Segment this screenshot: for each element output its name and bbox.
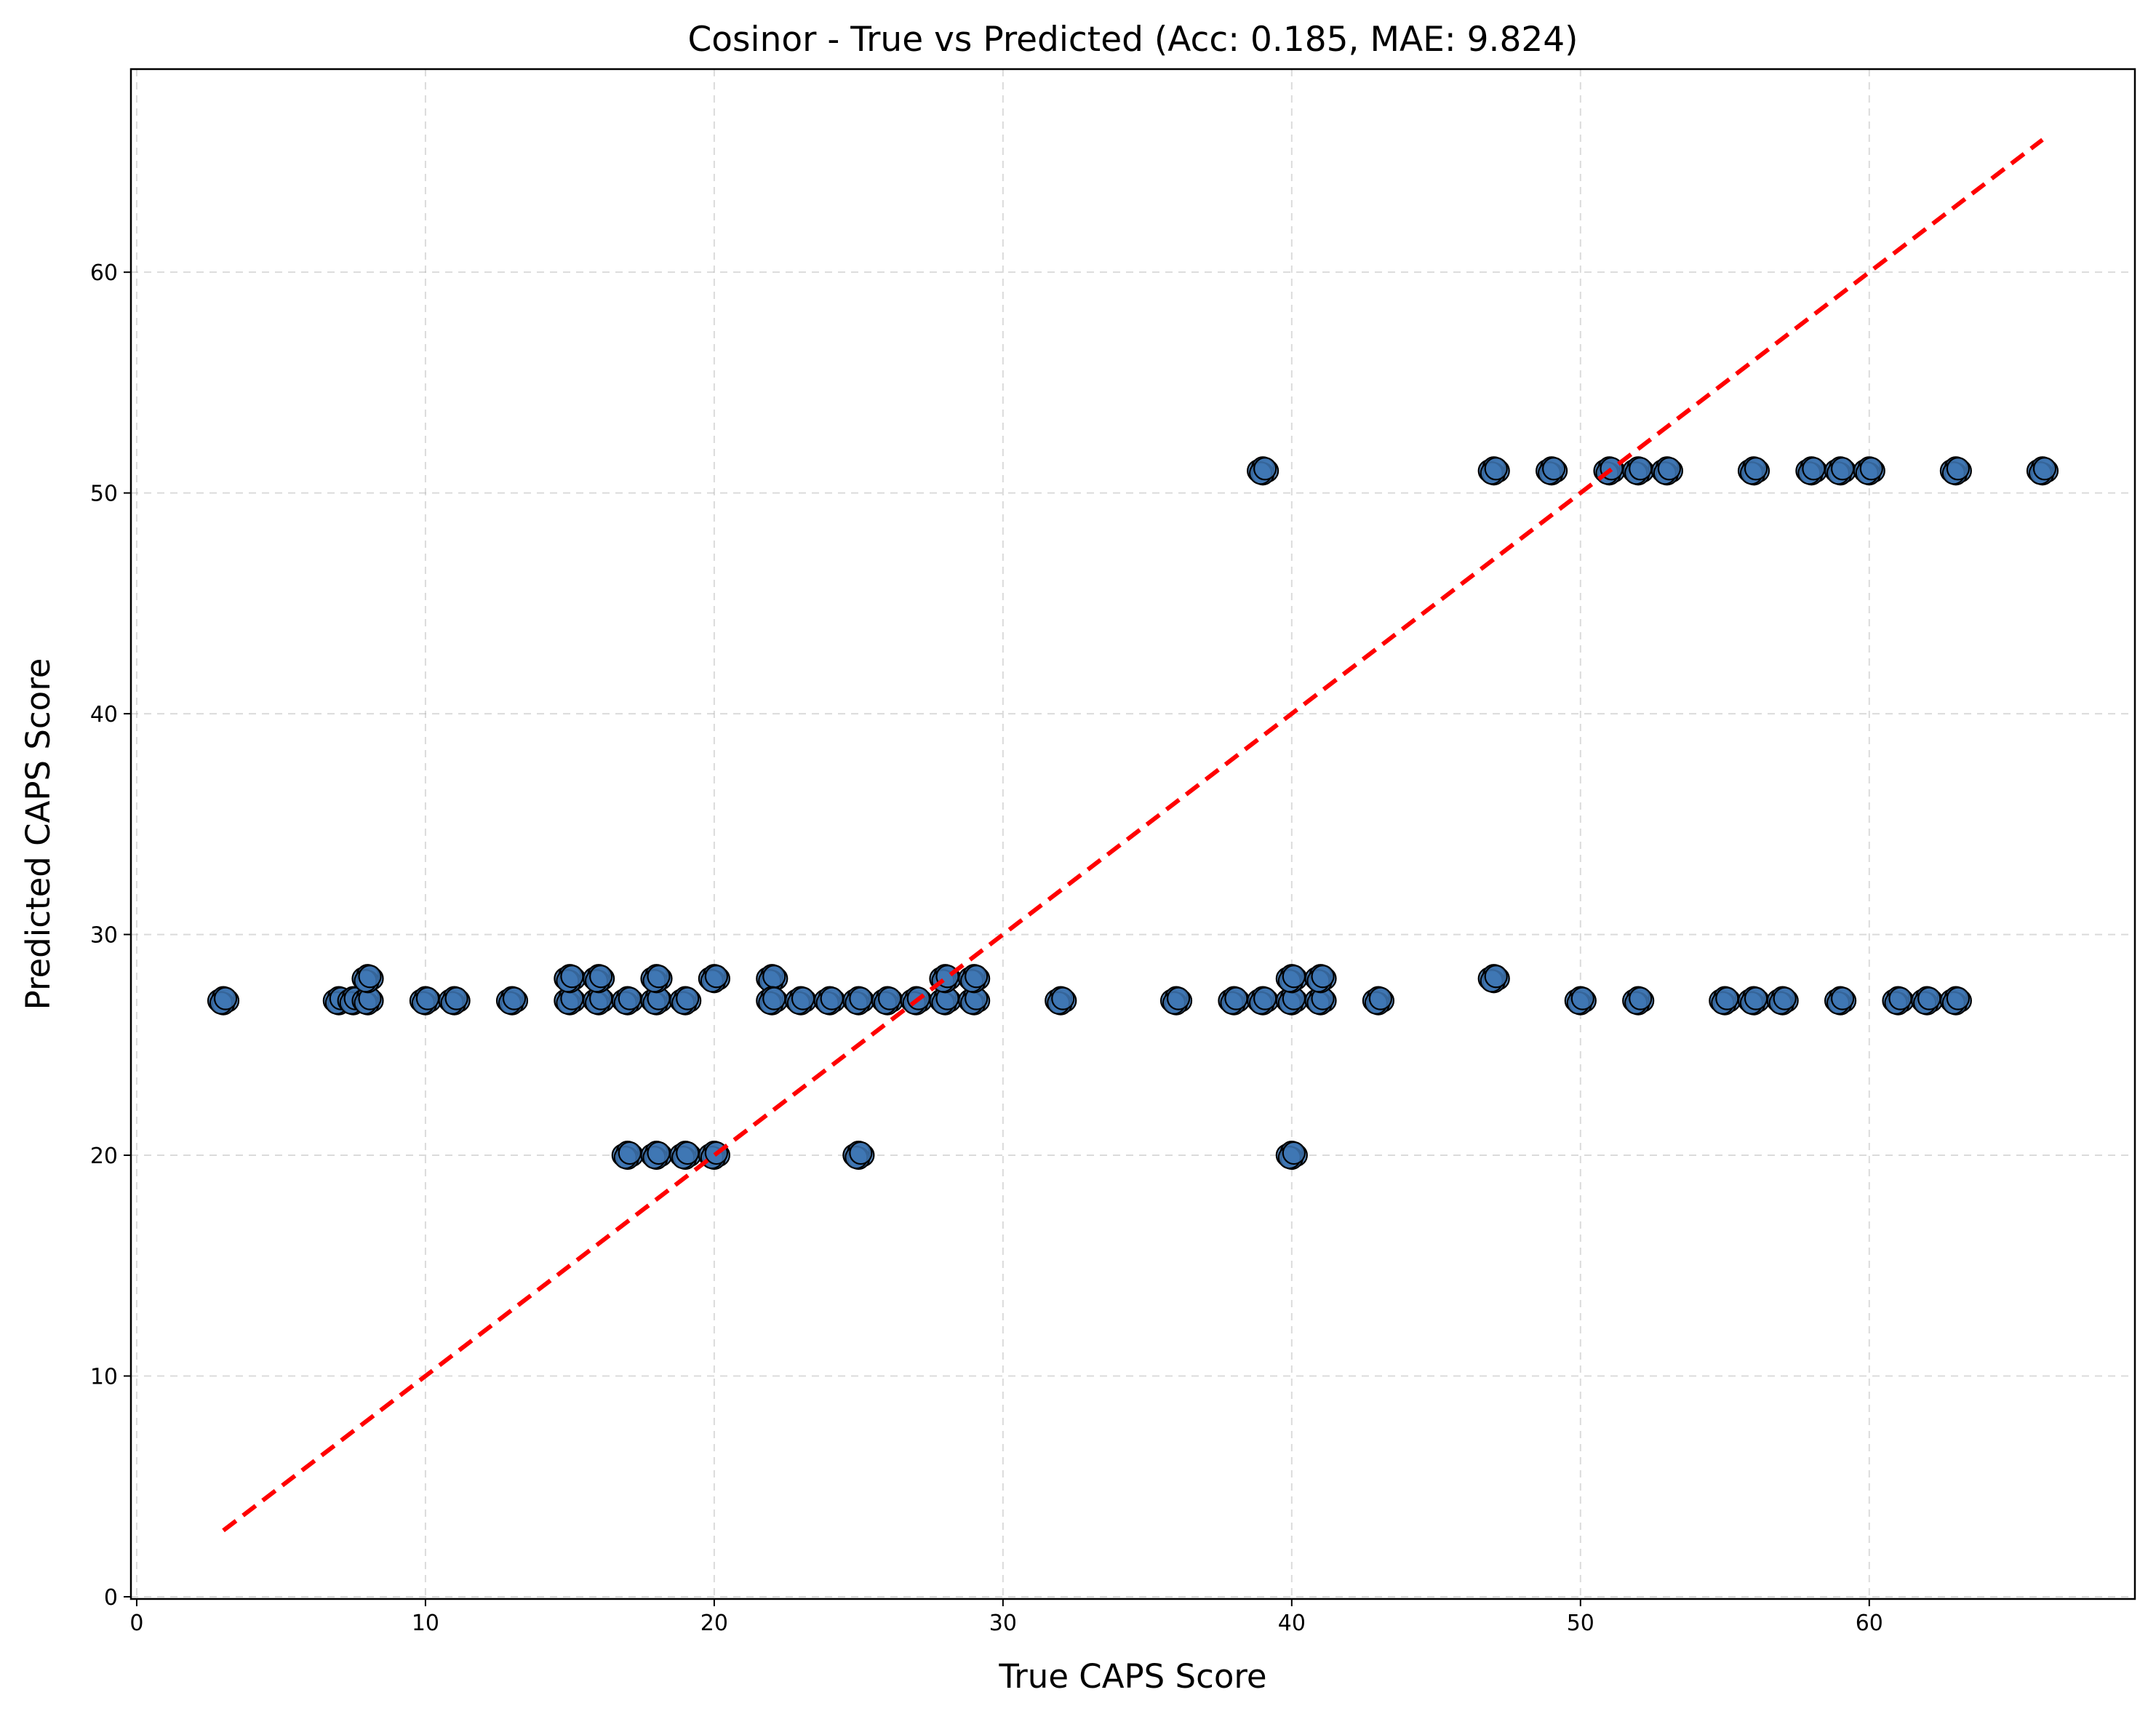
data-point [669,986,702,1016]
x-tick-label: 50 [1567,1611,1594,1636]
scatter-points [207,456,2059,1170]
data-point [1045,986,1077,1016]
data-point [1737,456,1770,486]
data-point [351,986,384,1016]
y-tick-label: 30 [90,923,118,949]
x-tick-label: 60 [1856,1611,1883,1636]
data-point [1939,986,1972,1016]
data-point [1275,986,1308,1016]
data-point [1275,964,1308,994]
data-point [438,986,471,1016]
data-point [1766,986,1799,1016]
y-axis-label: Predicted CAPS Score [19,658,57,1010]
data-point [1737,986,1770,1016]
data-point [1536,456,1568,486]
data-point [871,986,904,1016]
data-point [1795,456,1828,486]
x-tick-label: 10 [412,1611,439,1636]
data-point [1275,1140,1308,1170]
data-point [1939,456,1972,486]
x-tick-label: 40 [1278,1611,1306,1636]
data-point [784,986,818,1016]
x-tick-label: 20 [700,1611,728,1636]
data-point [842,986,875,1016]
data-point [1650,456,1684,486]
data-point [1159,986,1193,1016]
data-point [207,986,240,1016]
data-point [669,1140,702,1170]
grid [131,69,2135,1599]
y-tick-label: 20 [90,1144,118,1169]
data-point [611,1140,644,1170]
y-tick-label: 40 [90,702,118,727]
data-point [611,986,644,1016]
data-point [1247,986,1279,1016]
chart-title: Cosinor - True vs Predicted (Acc: 0.185,… [687,20,1578,60]
data-point [756,964,788,994]
data-point [1362,986,1395,1016]
data-point [640,986,673,1016]
data-point [1882,986,1915,1016]
reference-line [222,137,2044,1533]
y-tick-label: 60 [90,260,118,286]
data-point [1824,456,1857,486]
x-axis-label: True CAPS Score [998,1657,1266,1696]
data-point [1247,456,1279,486]
data-point [554,964,586,994]
data-point [2026,456,2059,486]
data-point [1304,986,1337,1016]
data-point [640,1140,673,1170]
data-point [1218,986,1250,1016]
data-point [1477,964,1510,994]
data-point [1477,456,1510,486]
axis-ticks: 0 10 20 30 40 50 60 0 10 20 30 40 50 60 [90,260,1883,1636]
y-tick-label: 50 [90,482,118,507]
data-point [640,964,673,994]
data-point [756,986,788,1016]
data-point [409,986,442,1016]
data-point [582,964,615,994]
data-point [351,964,384,994]
plot-frame [129,68,2136,1600]
data-point [1824,986,1857,1016]
data-point [958,964,991,994]
data-point [1622,986,1655,1016]
data-point [1622,456,1655,486]
data-point [958,986,991,1016]
data-point [495,986,529,1016]
data-point [1911,986,1944,1016]
data-point [1709,986,1741,1016]
y-tick-label: 10 [90,1365,118,1390]
data-point [1304,964,1337,994]
y-tick-label: 0 [104,1585,118,1611]
x-tick-label: 30 [989,1611,1017,1636]
data-point [1564,986,1597,1016]
data-point [582,986,615,1016]
data-point [698,964,730,994]
data-point [813,986,846,1016]
data-point [842,1140,875,1170]
data-point [1853,456,1885,486]
x-tick-label: 0 [129,1611,143,1636]
